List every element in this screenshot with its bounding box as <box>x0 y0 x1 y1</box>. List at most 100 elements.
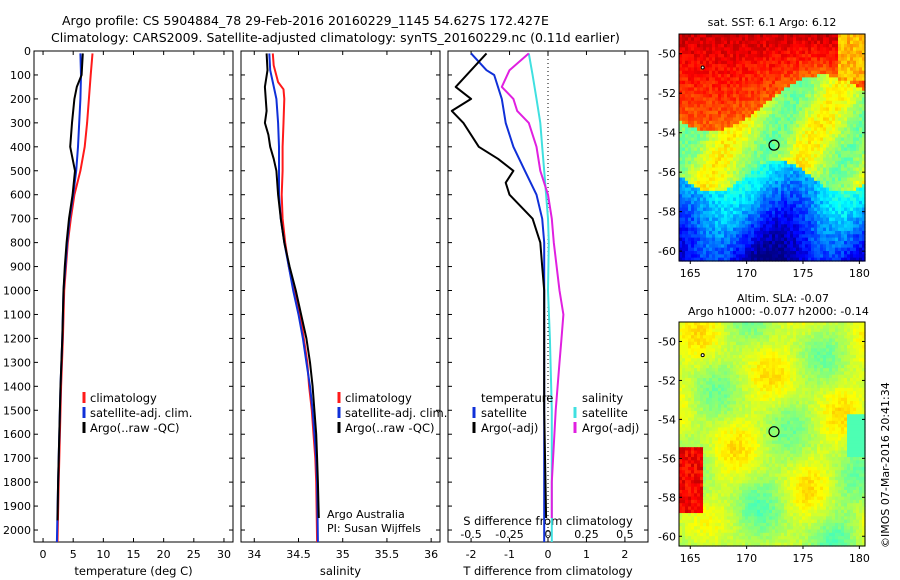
map-cell <box>727 40 731 45</box>
map-cell <box>850 70 854 75</box>
map-cell <box>745 190 749 195</box>
map-cell <box>784 154 788 159</box>
map-cell <box>769 124 773 129</box>
map-cell <box>718 37 722 42</box>
map-cell <box>736 40 740 45</box>
map-cell <box>862 341 866 346</box>
map-cell <box>694 77 698 82</box>
map-cell <box>754 247 758 252</box>
map-cell <box>691 214 695 219</box>
map-cell <box>772 230 776 235</box>
map-cell <box>733 140 737 145</box>
map-cell <box>739 114 743 119</box>
map-cell <box>736 90 740 95</box>
map-cell <box>796 130 800 135</box>
map-cell <box>847 187 851 192</box>
map-cell <box>745 44 749 48</box>
map-cell <box>703 244 707 249</box>
map-cell <box>778 70 782 75</box>
map-cell <box>832 137 836 142</box>
map-cell <box>694 104 698 109</box>
map-cell <box>841 144 845 149</box>
map-cell <box>727 214 731 219</box>
map-cell <box>736 167 740 172</box>
map-cell <box>742 137 746 142</box>
map-cell <box>742 160 746 165</box>
map-cell <box>856 177 860 182</box>
map-cell <box>724 257 728 262</box>
map-cell <box>739 164 743 169</box>
map-cell <box>784 134 788 139</box>
map-cell <box>775 140 779 145</box>
map-cell <box>700 144 704 149</box>
map-cell <box>778 250 782 255</box>
map-cell <box>844 220 848 225</box>
map-cell <box>736 247 740 252</box>
map-cell <box>817 114 821 119</box>
map-cell <box>847 335 851 340</box>
map-cell <box>757 250 761 255</box>
map-cell <box>745 134 749 139</box>
map-cell <box>811 130 815 135</box>
map-cell <box>739 107 743 112</box>
map-cell <box>823 254 827 259</box>
map-cell <box>772 147 776 152</box>
map-cell <box>742 197 746 202</box>
map-cell <box>814 180 818 185</box>
map-cell <box>715 87 719 92</box>
map-cell <box>688 194 692 199</box>
map-cell <box>700 107 704 112</box>
map-cell <box>682 134 686 139</box>
map-cell <box>775 34 779 38</box>
map-cell <box>718 210 722 215</box>
map-cell <box>841 204 845 209</box>
map-cell <box>850 34 854 38</box>
map-cell <box>823 67 827 72</box>
map-cell <box>850 124 854 129</box>
map-cell <box>754 140 758 145</box>
map-cell <box>763 207 767 212</box>
map-cell <box>742 97 746 102</box>
map-cell <box>709 174 713 179</box>
map-cell <box>679 117 683 122</box>
map-cell <box>778 247 782 252</box>
map-cell <box>796 217 800 222</box>
map-cell <box>817 210 821 215</box>
map-cell <box>766 54 770 58</box>
map-cell <box>850 114 854 119</box>
map-cell <box>802 147 806 152</box>
map-cell <box>709 114 713 119</box>
map-cell <box>829 247 833 252</box>
map-cell <box>769 197 773 202</box>
map-cell <box>811 74 815 78</box>
map-cell <box>709 44 713 48</box>
map-cell <box>853 80 857 85</box>
map-cell <box>805 331 809 336</box>
map-cell <box>682 100 686 105</box>
map-cell <box>709 54 713 58</box>
map-cell <box>835 90 839 95</box>
map-cell <box>847 150 851 155</box>
map-cell <box>793 207 797 212</box>
map-cell <box>841 140 845 145</box>
map-cell <box>850 237 854 242</box>
map-cell <box>709 84 713 89</box>
map-cell <box>733 114 737 119</box>
map-cell <box>811 170 815 175</box>
map-cell <box>682 170 686 175</box>
map-cell <box>823 207 827 212</box>
map-cell <box>724 120 728 125</box>
map-cell <box>751 100 755 105</box>
map-cell <box>796 345 800 349</box>
map-cell <box>820 338 824 343</box>
map-cell <box>697 130 701 135</box>
map-cell <box>751 77 755 82</box>
map-cell <box>766 237 770 242</box>
map-cell <box>841 147 845 152</box>
map-cell <box>781 180 785 185</box>
map-cell <box>841 220 845 225</box>
map-cell <box>715 338 719 343</box>
map-cell <box>766 204 770 209</box>
map-cell <box>856 100 860 105</box>
map-cell <box>838 200 842 205</box>
